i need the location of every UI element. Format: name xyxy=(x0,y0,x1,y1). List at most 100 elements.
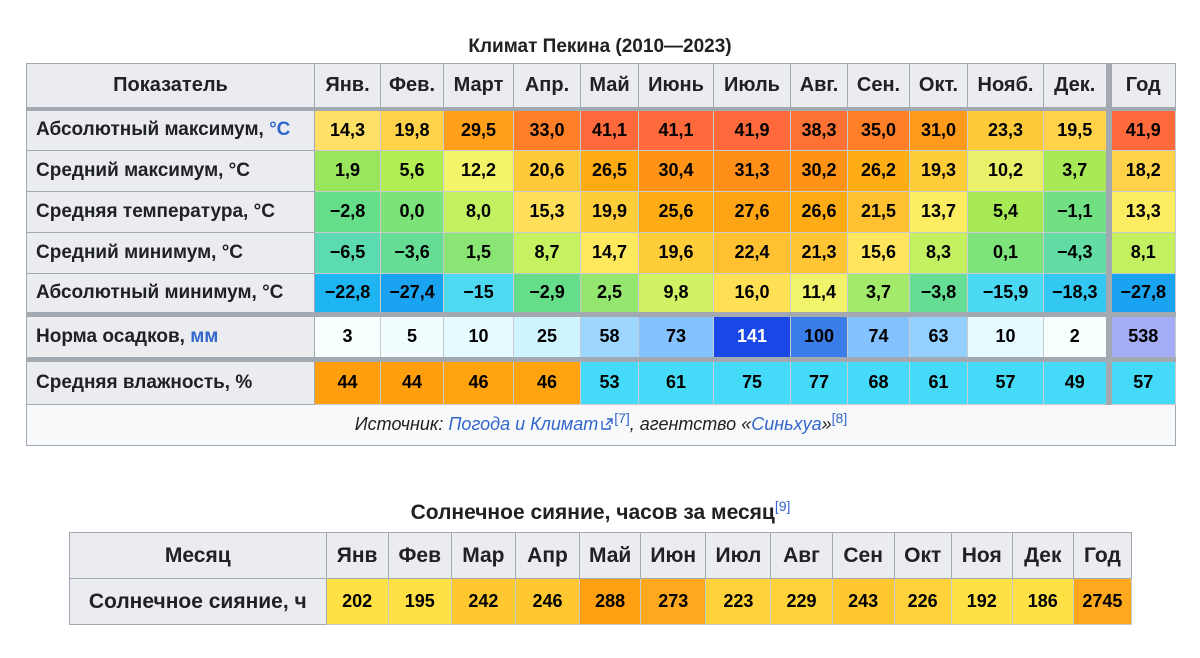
data-cell: 46 xyxy=(513,356,581,405)
header-month: Апр. xyxy=(513,63,581,111)
data-cell: 10 xyxy=(967,311,1044,360)
source-prefix: Источник: xyxy=(354,414,449,434)
climate-row: Абсолютный минимум, °C −22,8 −27,4 −15 −2,9 2… xyxy=(26,272,1176,315)
data-cell: 0,1 xyxy=(967,231,1044,274)
data-cell: 1,9 xyxy=(314,149,381,192)
data-cell: 100 xyxy=(790,311,848,360)
data-cell: −2,9 xyxy=(513,272,581,315)
unit-link[interactable]: °C xyxy=(269,119,291,141)
data-cell: 19,6 xyxy=(638,231,714,274)
data-cell: −1,1 xyxy=(1043,190,1109,233)
header-month: Нояб. xyxy=(967,63,1044,111)
data-cell: 141 xyxy=(713,311,791,360)
header-month: Март xyxy=(443,63,514,111)
climate-row: Средняя температура, °C −2,8 0,0 8,0 15,3 19,… xyxy=(26,190,1176,233)
data-cell: −18,3 xyxy=(1043,272,1109,315)
row-label-text: Абсолютный минимум, °C xyxy=(36,281,284,303)
data-cell: −15 xyxy=(443,272,514,315)
data-cell: −3,8 xyxy=(909,272,968,315)
data-cell: 41,1 xyxy=(638,108,714,151)
header-month: Авг. xyxy=(790,63,848,111)
data-cell: −4,3 xyxy=(1043,231,1109,274)
data-cell: 288 xyxy=(579,578,642,625)
data-cell: 30,2 xyxy=(790,149,848,192)
data-cell: 31,3 xyxy=(713,149,791,192)
data-cell: 192 xyxy=(950,578,1013,625)
data-cell: 8,0 xyxy=(443,190,514,233)
row-label: Солнечное сияние, ч xyxy=(69,578,327,625)
climate-row: Средняя влажность, % 44 44 46 46 53 61 75 77 68 61… xyxy=(26,356,1176,405)
source-link-pogoda[interactable]: Погода и Климат xyxy=(448,414,599,434)
data-cell: 19,8 xyxy=(380,108,444,151)
data-cell: 63 xyxy=(909,311,968,360)
data-cell: 10 xyxy=(443,311,514,360)
data-cell: 25,6 xyxy=(638,190,714,233)
data-cell: 77 xyxy=(790,356,848,405)
data-cell: 30,4 xyxy=(638,149,714,192)
header-month: Май xyxy=(580,63,639,111)
data-cell: −3,6 xyxy=(380,231,444,274)
data-cell: 49 xyxy=(1043,356,1109,405)
climate-table-caption: Климат Пекина (2010—2023) xyxy=(468,36,732,57)
data-cell: 14,3 xyxy=(314,108,381,151)
row-label: Норма осадков, мм xyxy=(26,311,315,360)
header-month: Окт. xyxy=(909,63,968,111)
header-month: Сен xyxy=(831,532,895,579)
header-month: Янв xyxy=(325,532,389,579)
source-suffix: » xyxy=(821,414,832,434)
data-cell: 23,3 xyxy=(967,108,1044,151)
header-month: Июль xyxy=(713,63,791,111)
data-cell: 27,6 xyxy=(713,190,791,233)
data-cell: 26,5 xyxy=(580,149,639,192)
data-cell: 2 xyxy=(1043,311,1109,360)
header-month: Месяц xyxy=(69,532,327,579)
data-cell: −2,8 xyxy=(314,190,381,233)
year-cell: 57 xyxy=(1105,356,1176,405)
row-label-text: Норма осадков, xyxy=(36,325,191,347)
data-cell: 19,5 xyxy=(1043,108,1109,151)
data-cell: −15,9 xyxy=(967,272,1044,315)
source-note: Источник: Погода и Климат [7], агентство … xyxy=(26,403,1176,446)
data-cell: 44 xyxy=(380,356,444,405)
sunshine-table-caption: Солнечное сияние, часов за месяц[9] xyxy=(69,498,1132,526)
year-cell: 8,1 xyxy=(1105,231,1176,274)
data-cell: 229 xyxy=(770,578,833,625)
header-month: Ноя xyxy=(950,532,1013,579)
sunshine-ref-9[interactable]: [9] xyxy=(774,498,791,514)
data-cell: 58 xyxy=(580,311,639,360)
sunshine-header-row: Месяц Янв Фев Мар Апр Май Июн Июл Авг Сен Окт Ноя Д… xyxy=(69,532,1133,579)
data-cell: −6,5 xyxy=(314,231,381,274)
data-cell: 29,5 xyxy=(443,108,514,151)
source-ref-8[interactable]: [8] xyxy=(831,410,848,426)
data-cell: 75 xyxy=(713,356,791,405)
data-cell: 57 xyxy=(967,356,1044,405)
header-month: Июл xyxy=(705,532,772,579)
climate-header-row: Показатель Янв. Фев. Март Апр. Май Июнь Июль Ав… xyxy=(26,63,1176,111)
row-label-text: Средняя влажность, % xyxy=(36,371,253,393)
data-cell: −27,4 xyxy=(380,272,444,315)
source-link-xinhua[interactable]: Синьхуа xyxy=(751,414,822,434)
data-cell: 41,9 xyxy=(713,108,791,151)
source-ref-7[interactable]: [7] xyxy=(614,410,630,426)
data-cell: −22,8 xyxy=(314,272,381,315)
data-cell: 15,6 xyxy=(847,231,910,274)
data-cell: 3 xyxy=(314,311,381,360)
header-month: Окт xyxy=(893,532,952,579)
climate-row: Средний минимум, °C −6,5 −3,6 1,5 8,7 14,7 19,… xyxy=(26,231,1176,274)
data-cell: 226 xyxy=(893,578,952,625)
header-month: Фев xyxy=(387,532,452,579)
header-indicator: Показатель xyxy=(26,63,315,111)
header-month: Май xyxy=(579,532,642,579)
row-label: Средняя влажность, % xyxy=(26,356,315,405)
header-month: Мар xyxy=(450,532,516,579)
data-cell: 243 xyxy=(831,578,895,625)
data-cell: 16,0 xyxy=(713,272,791,315)
header-month: Дек xyxy=(1011,532,1074,579)
header-month: Июнь xyxy=(638,63,714,111)
year-cell: 18,2 xyxy=(1105,149,1176,192)
data-cell: 15,3 xyxy=(513,190,581,233)
row-label-text: Средний максимум, °C xyxy=(36,159,251,181)
unit-link[interactable]: мм xyxy=(190,325,219,347)
data-cell: 8,3 xyxy=(909,231,968,274)
header-month: Сен. xyxy=(847,63,910,111)
